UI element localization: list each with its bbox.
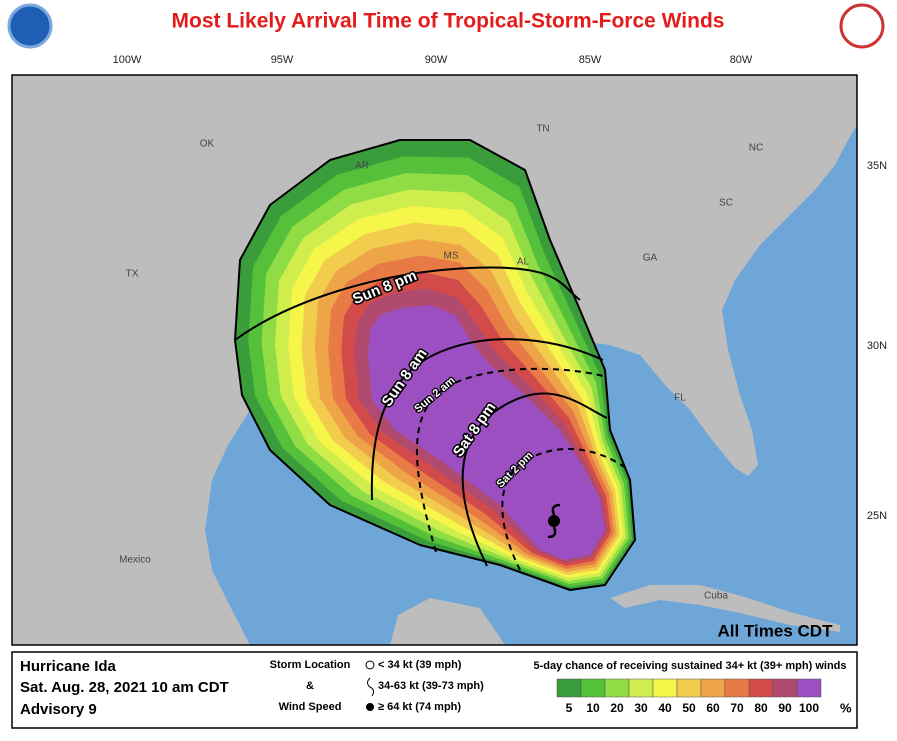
lon-label: 90W bbox=[425, 54, 448, 66]
time-line bbox=[416, 367, 604, 553]
storm-name: Hurricane Ida bbox=[20, 658, 117, 675]
storm-symbol bbox=[547, 503, 561, 539]
scale-label: 70 bbox=[730, 701, 744, 715]
time-note: All Times CDT bbox=[718, 621, 834, 640]
scale-label: 80 bbox=[754, 701, 768, 715]
scale-swatch bbox=[724, 678, 750, 698]
legend: Hurricane Ida Sat. Aug. 28, 2021 10 am C… bbox=[11, 651, 858, 729]
scale-swatch bbox=[628, 678, 654, 698]
time-line bbox=[461, 392, 608, 567]
lon-label: 85W bbox=[579, 54, 602, 66]
place-label: AR bbox=[355, 161, 369, 172]
lon-label: 80W bbox=[730, 54, 753, 66]
place-label: FL bbox=[674, 393, 686, 404]
place-label: GA bbox=[643, 253, 658, 264]
legend-label: Wind Speed bbox=[279, 701, 342, 713]
legend-label: & bbox=[306, 680, 314, 692]
time-line bbox=[234, 266, 581, 341]
scale-label: 50 bbox=[682, 701, 696, 715]
place-label: NC bbox=[749, 143, 763, 154]
time-line bbox=[370, 338, 604, 501]
symbol bbox=[365, 660, 375, 670]
category: 34-63 kt (39-73 mph) bbox=[378, 680, 484, 692]
time-lines bbox=[234, 266, 627, 571]
scale-swatch bbox=[580, 678, 606, 698]
lon-label: 95W bbox=[271, 54, 294, 66]
scale-swatch bbox=[796, 678, 822, 698]
place-label: SC bbox=[719, 198, 733, 209]
scale-swatch bbox=[652, 678, 678, 698]
scale-swatch bbox=[676, 678, 702, 698]
scale-unit: % bbox=[840, 700, 852, 715]
advisory-number: Advisory 9 bbox=[20, 701, 97, 718]
place-label: MS bbox=[444, 251, 459, 262]
lon-label: 100W bbox=[113, 54, 142, 66]
cuba bbox=[610, 585, 840, 632]
scale-label: 5 bbox=[566, 701, 573, 715]
place-label: AL bbox=[517, 257, 530, 268]
scale-swatch bbox=[604, 678, 630, 698]
color-scale: 5 10 20 30 40 50 60 70 80 90 100 bbox=[556, 678, 822, 715]
symbol bbox=[367, 677, 375, 697]
place-label: TN bbox=[536, 124, 549, 135]
scale-label: 40 bbox=[658, 701, 672, 715]
lat-label: 25N bbox=[867, 510, 887, 522]
scale-label: 20 bbox=[610, 701, 624, 715]
lat-label: 35N bbox=[867, 160, 887, 172]
scale-swatch bbox=[748, 678, 774, 698]
category: < 34 kt (39 mph) bbox=[378, 659, 462, 671]
scale-swatch bbox=[772, 678, 798, 698]
place-label: OK bbox=[200, 139, 215, 150]
advisory-date: Sat. Aug. 28, 2021 10 am CDT bbox=[20, 679, 229, 696]
map: OK AR TN NC SC GA AL MS TX FL Mexico Cub… bbox=[11, 74, 858, 646]
probability-band bbox=[368, 305, 605, 560]
scale-label: 90 bbox=[778, 701, 792, 715]
place-label: Mexico bbox=[119, 555, 151, 566]
scale-label: 30 bbox=[634, 701, 648, 715]
title: Most Likely Arrival Time of Tropical-Sto… bbox=[172, 10, 725, 33]
scale-swatch bbox=[700, 678, 726, 698]
scale-label: 100 bbox=[799, 701, 819, 715]
scale-swatch bbox=[556, 678, 582, 698]
scale-label: 60 bbox=[706, 701, 720, 715]
noaa-logo bbox=[7, 3, 53, 49]
category: ≥ 64 kt (74 mph) bbox=[378, 701, 461, 713]
symbol bbox=[366, 703, 374, 711]
scale-label: 10 bbox=[586, 701, 600, 715]
place-label: Cuba bbox=[704, 591, 728, 602]
scale-title: 5-day chance of receiving sustained 34+ … bbox=[534, 660, 847, 672]
legend-label: Storm Location bbox=[270, 659, 351, 671]
place-label: TX bbox=[126, 269, 139, 280]
nws-logo bbox=[839, 3, 885, 49]
time-line bbox=[501, 447, 627, 571]
lat-label: 30N bbox=[867, 340, 887, 352]
